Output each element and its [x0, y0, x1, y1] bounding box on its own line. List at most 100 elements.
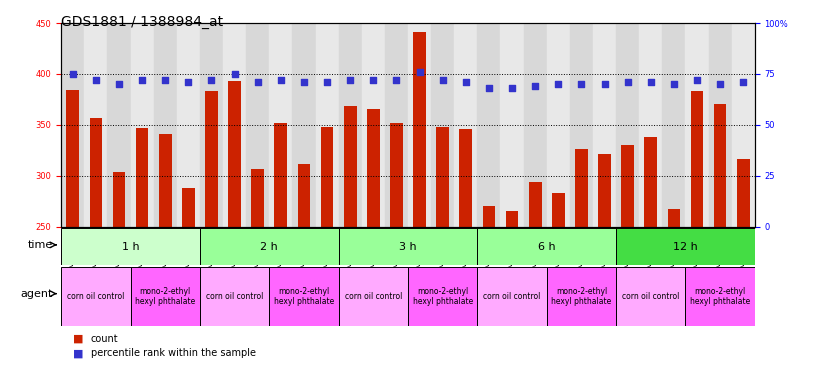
Text: count: count [91, 334, 118, 344]
Bar [90, 118, 102, 227]
Bar [182, 188, 195, 227]
Point [690, 77, 703, 83]
Point [251, 79, 264, 85]
Bar [269, 23, 292, 227]
Bar [621, 145, 634, 227]
Bar [274, 123, 287, 227]
Bar [200, 228, 339, 265]
Bar [113, 172, 126, 227]
Text: mono-2-ethyl
hexyl phthalate: mono-2-ethyl hexyl phthalate [413, 287, 472, 306]
Bar [737, 159, 750, 227]
Point [274, 77, 287, 83]
Bar [385, 23, 408, 227]
Bar [135, 128, 149, 227]
Point [552, 81, 565, 87]
Bar [367, 109, 379, 227]
Bar [482, 206, 495, 227]
Text: mono-2-ethyl
hexyl phthalate: mono-2-ethyl hexyl phthalate [552, 287, 611, 306]
Bar [61, 267, 131, 326]
Point [482, 85, 495, 91]
Point [135, 77, 149, 83]
Bar [339, 23, 361, 227]
Point [390, 77, 403, 83]
Bar [84, 23, 108, 227]
Text: corn oil control: corn oil control [206, 292, 264, 301]
Bar [61, 228, 200, 265]
Bar [153, 23, 177, 227]
Bar [131, 23, 153, 227]
Bar [616, 23, 639, 227]
Point [297, 79, 310, 85]
Bar [408, 267, 477, 326]
Bar [570, 23, 593, 227]
Bar [251, 169, 264, 227]
Bar [477, 267, 547, 326]
Bar [547, 267, 616, 326]
Bar [413, 32, 426, 227]
Point [436, 77, 449, 83]
Point [713, 81, 726, 87]
Bar [500, 23, 524, 227]
Point [205, 77, 218, 83]
Text: corn oil control: corn oil control [622, 292, 680, 301]
Bar [298, 164, 310, 227]
Bar [552, 193, 565, 227]
Point [66, 71, 79, 77]
Bar [177, 23, 200, 227]
Bar [645, 137, 657, 227]
Point [113, 81, 126, 87]
Text: ■: ■ [73, 334, 84, 344]
Point [737, 79, 750, 85]
Text: 1 h: 1 h [122, 242, 140, 252]
Bar [477, 23, 500, 227]
Bar [708, 23, 732, 227]
Text: corn oil control: corn oil control [483, 292, 541, 301]
Bar [714, 104, 726, 227]
Point [621, 79, 634, 85]
Bar [598, 154, 611, 227]
Text: 12 h: 12 h [673, 242, 698, 252]
Bar [437, 127, 449, 227]
Bar [159, 134, 171, 227]
Bar [524, 23, 547, 227]
Bar [506, 211, 518, 227]
Bar [459, 129, 472, 227]
Bar [61, 23, 84, 227]
Bar [575, 149, 588, 227]
Point [505, 85, 518, 91]
Point [459, 79, 472, 85]
Bar [616, 228, 755, 265]
Bar [223, 23, 246, 227]
Bar [131, 267, 200, 326]
Text: mono-2-ethyl
hexyl phthalate: mono-2-ethyl hexyl phthalate [690, 287, 750, 306]
Bar [200, 23, 223, 227]
Point [182, 79, 195, 85]
Bar [339, 267, 408, 326]
Bar [66, 90, 79, 227]
Text: 3 h: 3 h [399, 242, 417, 252]
Bar [292, 23, 316, 227]
Text: GDS1881 / 1388984_at: GDS1881 / 1388984_at [61, 15, 224, 29]
Bar [321, 127, 334, 227]
Point [344, 77, 357, 83]
Bar [529, 182, 542, 227]
Bar [685, 23, 708, 227]
Bar [361, 23, 385, 227]
Bar [685, 267, 755, 326]
Point [321, 79, 334, 85]
Bar [344, 106, 357, 227]
Text: mono-2-ethyl
hexyl phthalate: mono-2-ethyl hexyl phthalate [274, 287, 334, 306]
Bar [547, 23, 570, 227]
Text: agent: agent [20, 289, 52, 299]
Bar [732, 23, 755, 227]
Text: time: time [27, 240, 52, 250]
Point [413, 69, 426, 75]
Bar [477, 228, 616, 265]
Point [158, 77, 171, 83]
Point [89, 77, 102, 83]
Bar [408, 23, 431, 227]
Bar [269, 267, 339, 326]
Bar [316, 23, 339, 227]
Text: percentile rank within the sample: percentile rank within the sample [91, 348, 255, 358]
Text: corn oil control: corn oil control [344, 292, 402, 301]
